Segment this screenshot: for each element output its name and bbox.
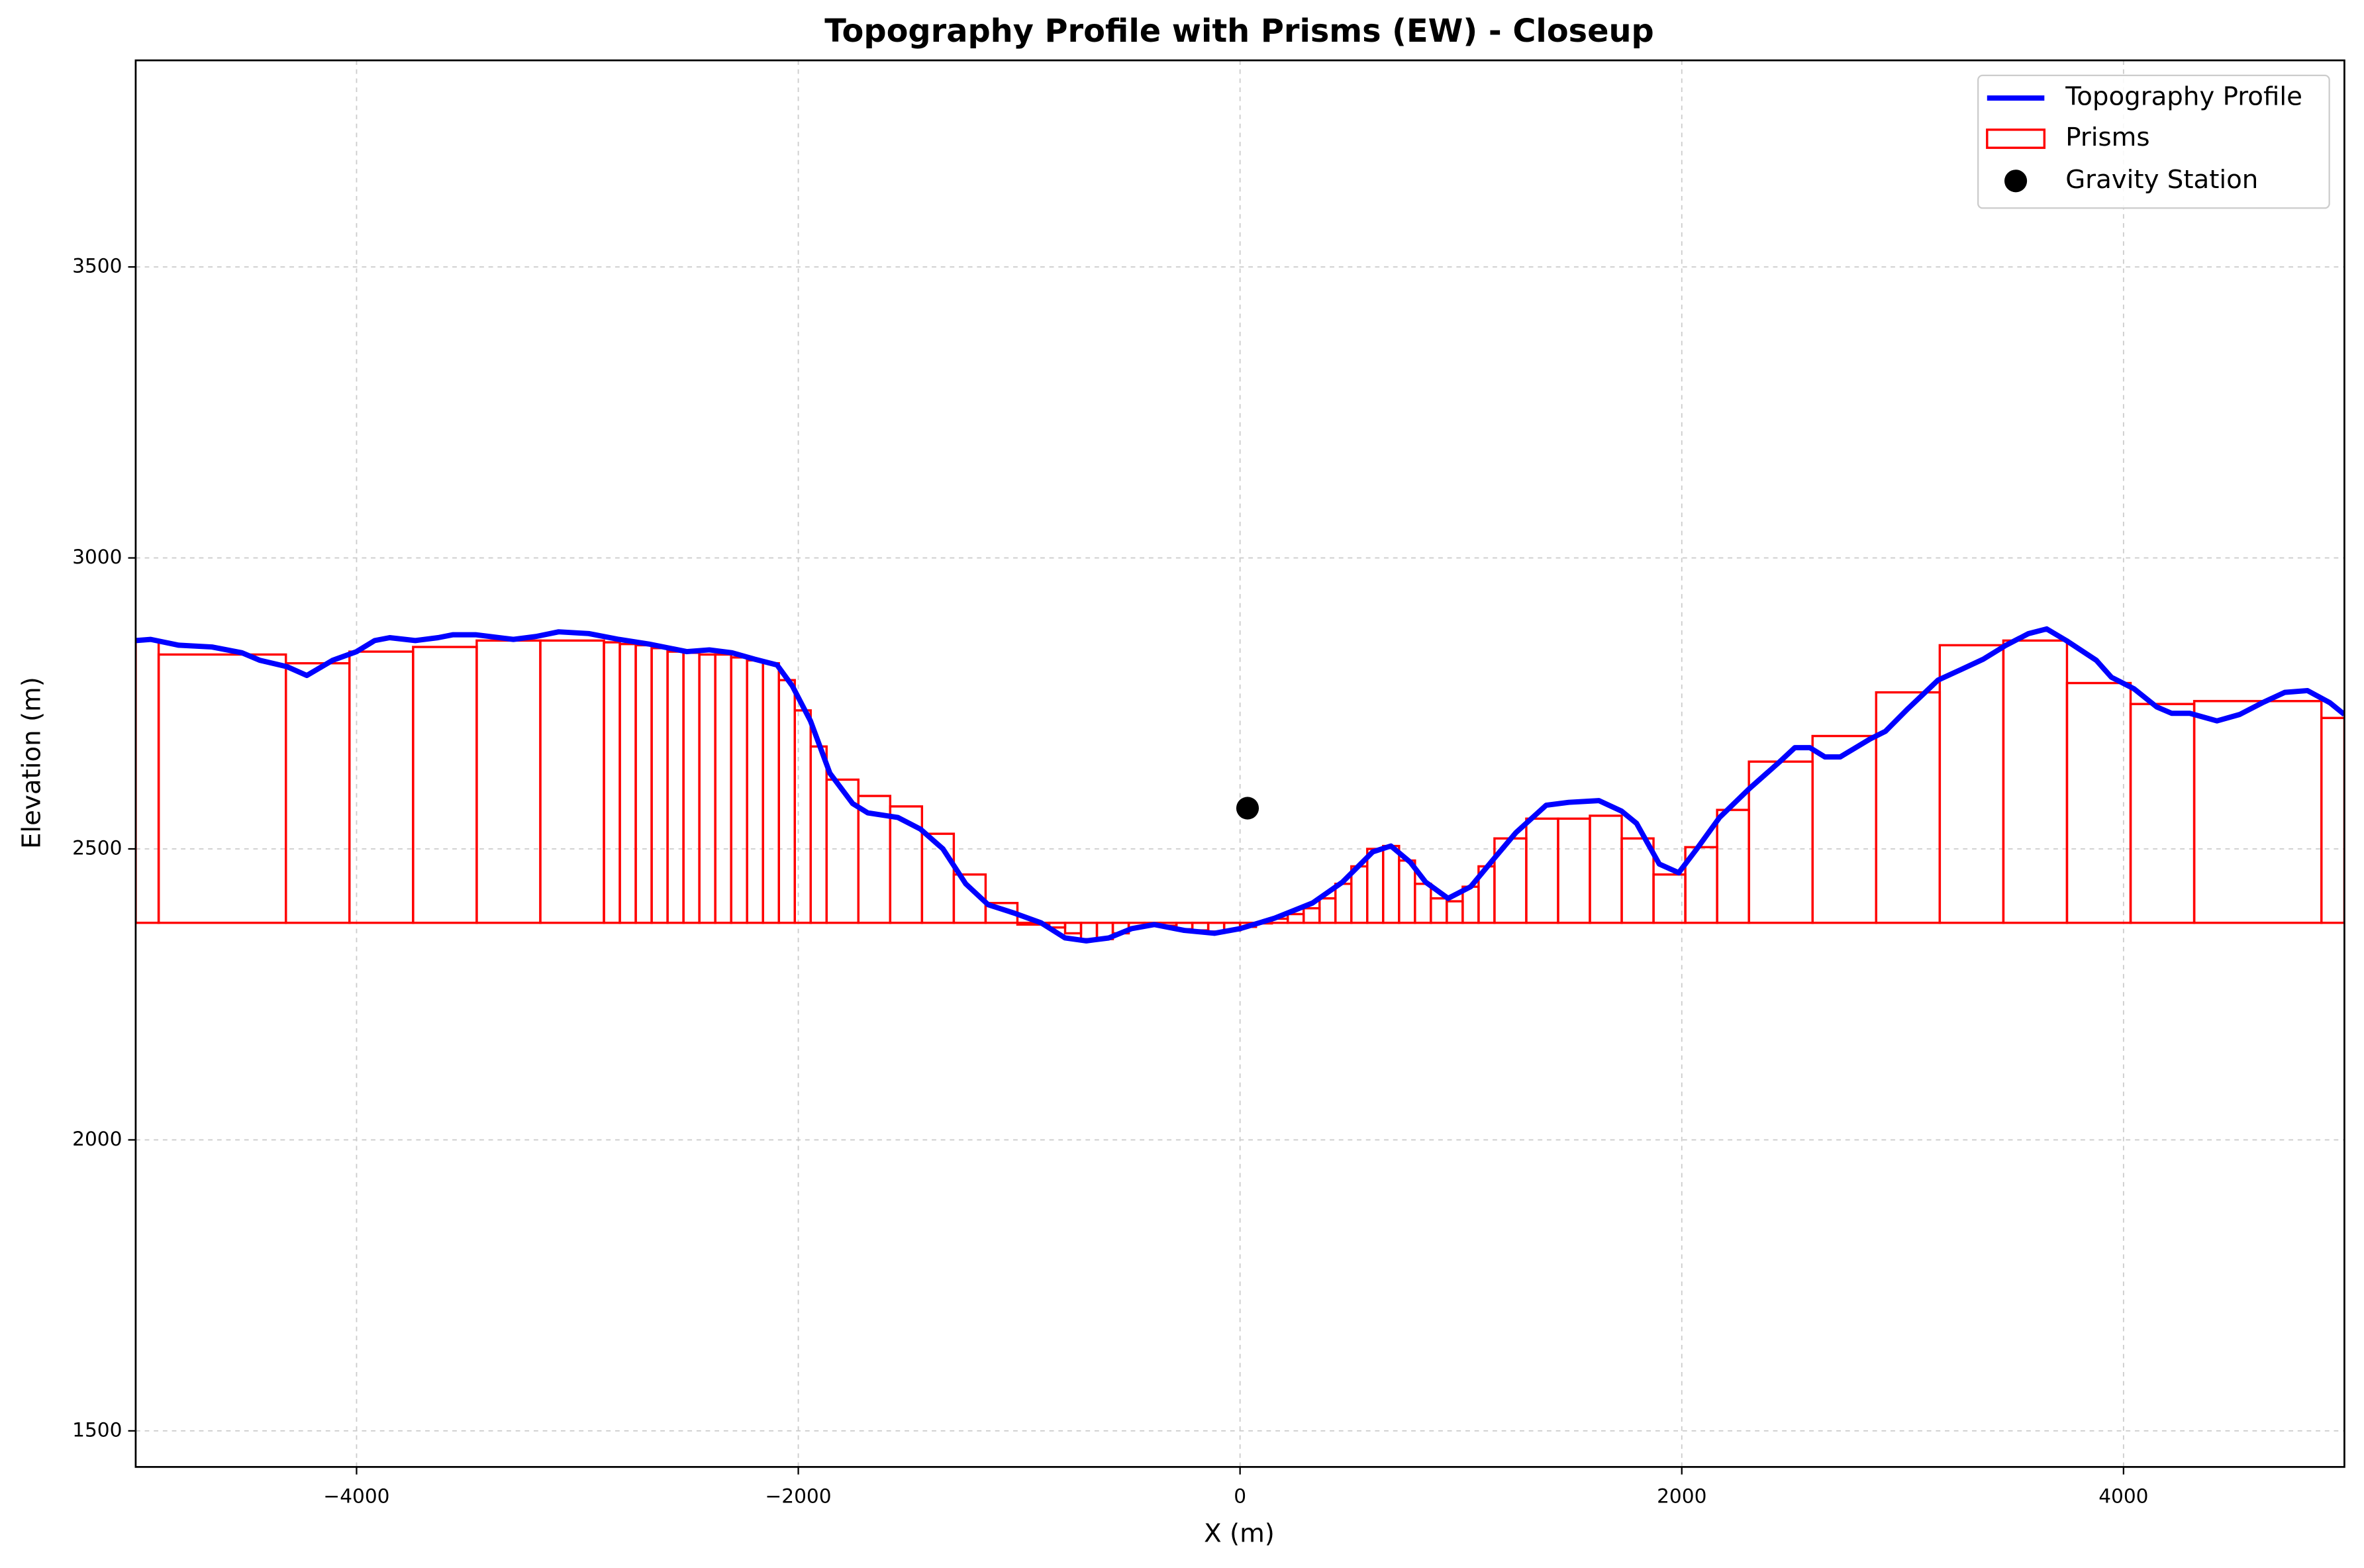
legend-box [1977, 74, 2330, 209]
legend-swatch [2004, 170, 2028, 193]
x-axis-label: X (m) [1204, 1518, 1275, 1548]
chart-title: Topography Profile with Prisms (EW) - Cl… [824, 13, 1653, 50]
prism [2320, 716, 2345, 924]
y-tick-label: 3000 [72, 546, 122, 568]
x-tick-label: 2000 [1657, 1485, 1706, 1507]
x-tick-label: −4000 [323, 1485, 389, 1507]
legend-label: Gravity Station [2065, 165, 2258, 195]
y-axis-label: Elevation (m) [17, 677, 47, 849]
topography-line [135, 626, 2345, 944]
plot-frame [134, 59, 2345, 1468]
y-tick-label: 2000 [72, 1128, 122, 1150]
y-tick-label: 1500 [72, 1418, 122, 1441]
legend-label: Prisms [2065, 122, 2149, 152]
x-tick-label: −2000 [765, 1485, 832, 1507]
x-tick-label: 4000 [2098, 1485, 2148, 1507]
legend-swatch [1986, 128, 2046, 149]
y-tick-label: 2500 [72, 837, 122, 859]
legend-label: Topography Profile [2065, 82, 2302, 112]
prism [952, 873, 987, 924]
x-tick-label: 0 [1234, 1485, 1246, 1507]
gravity-station [1236, 797, 1259, 820]
y-tick-label: 3500 [72, 255, 122, 277]
